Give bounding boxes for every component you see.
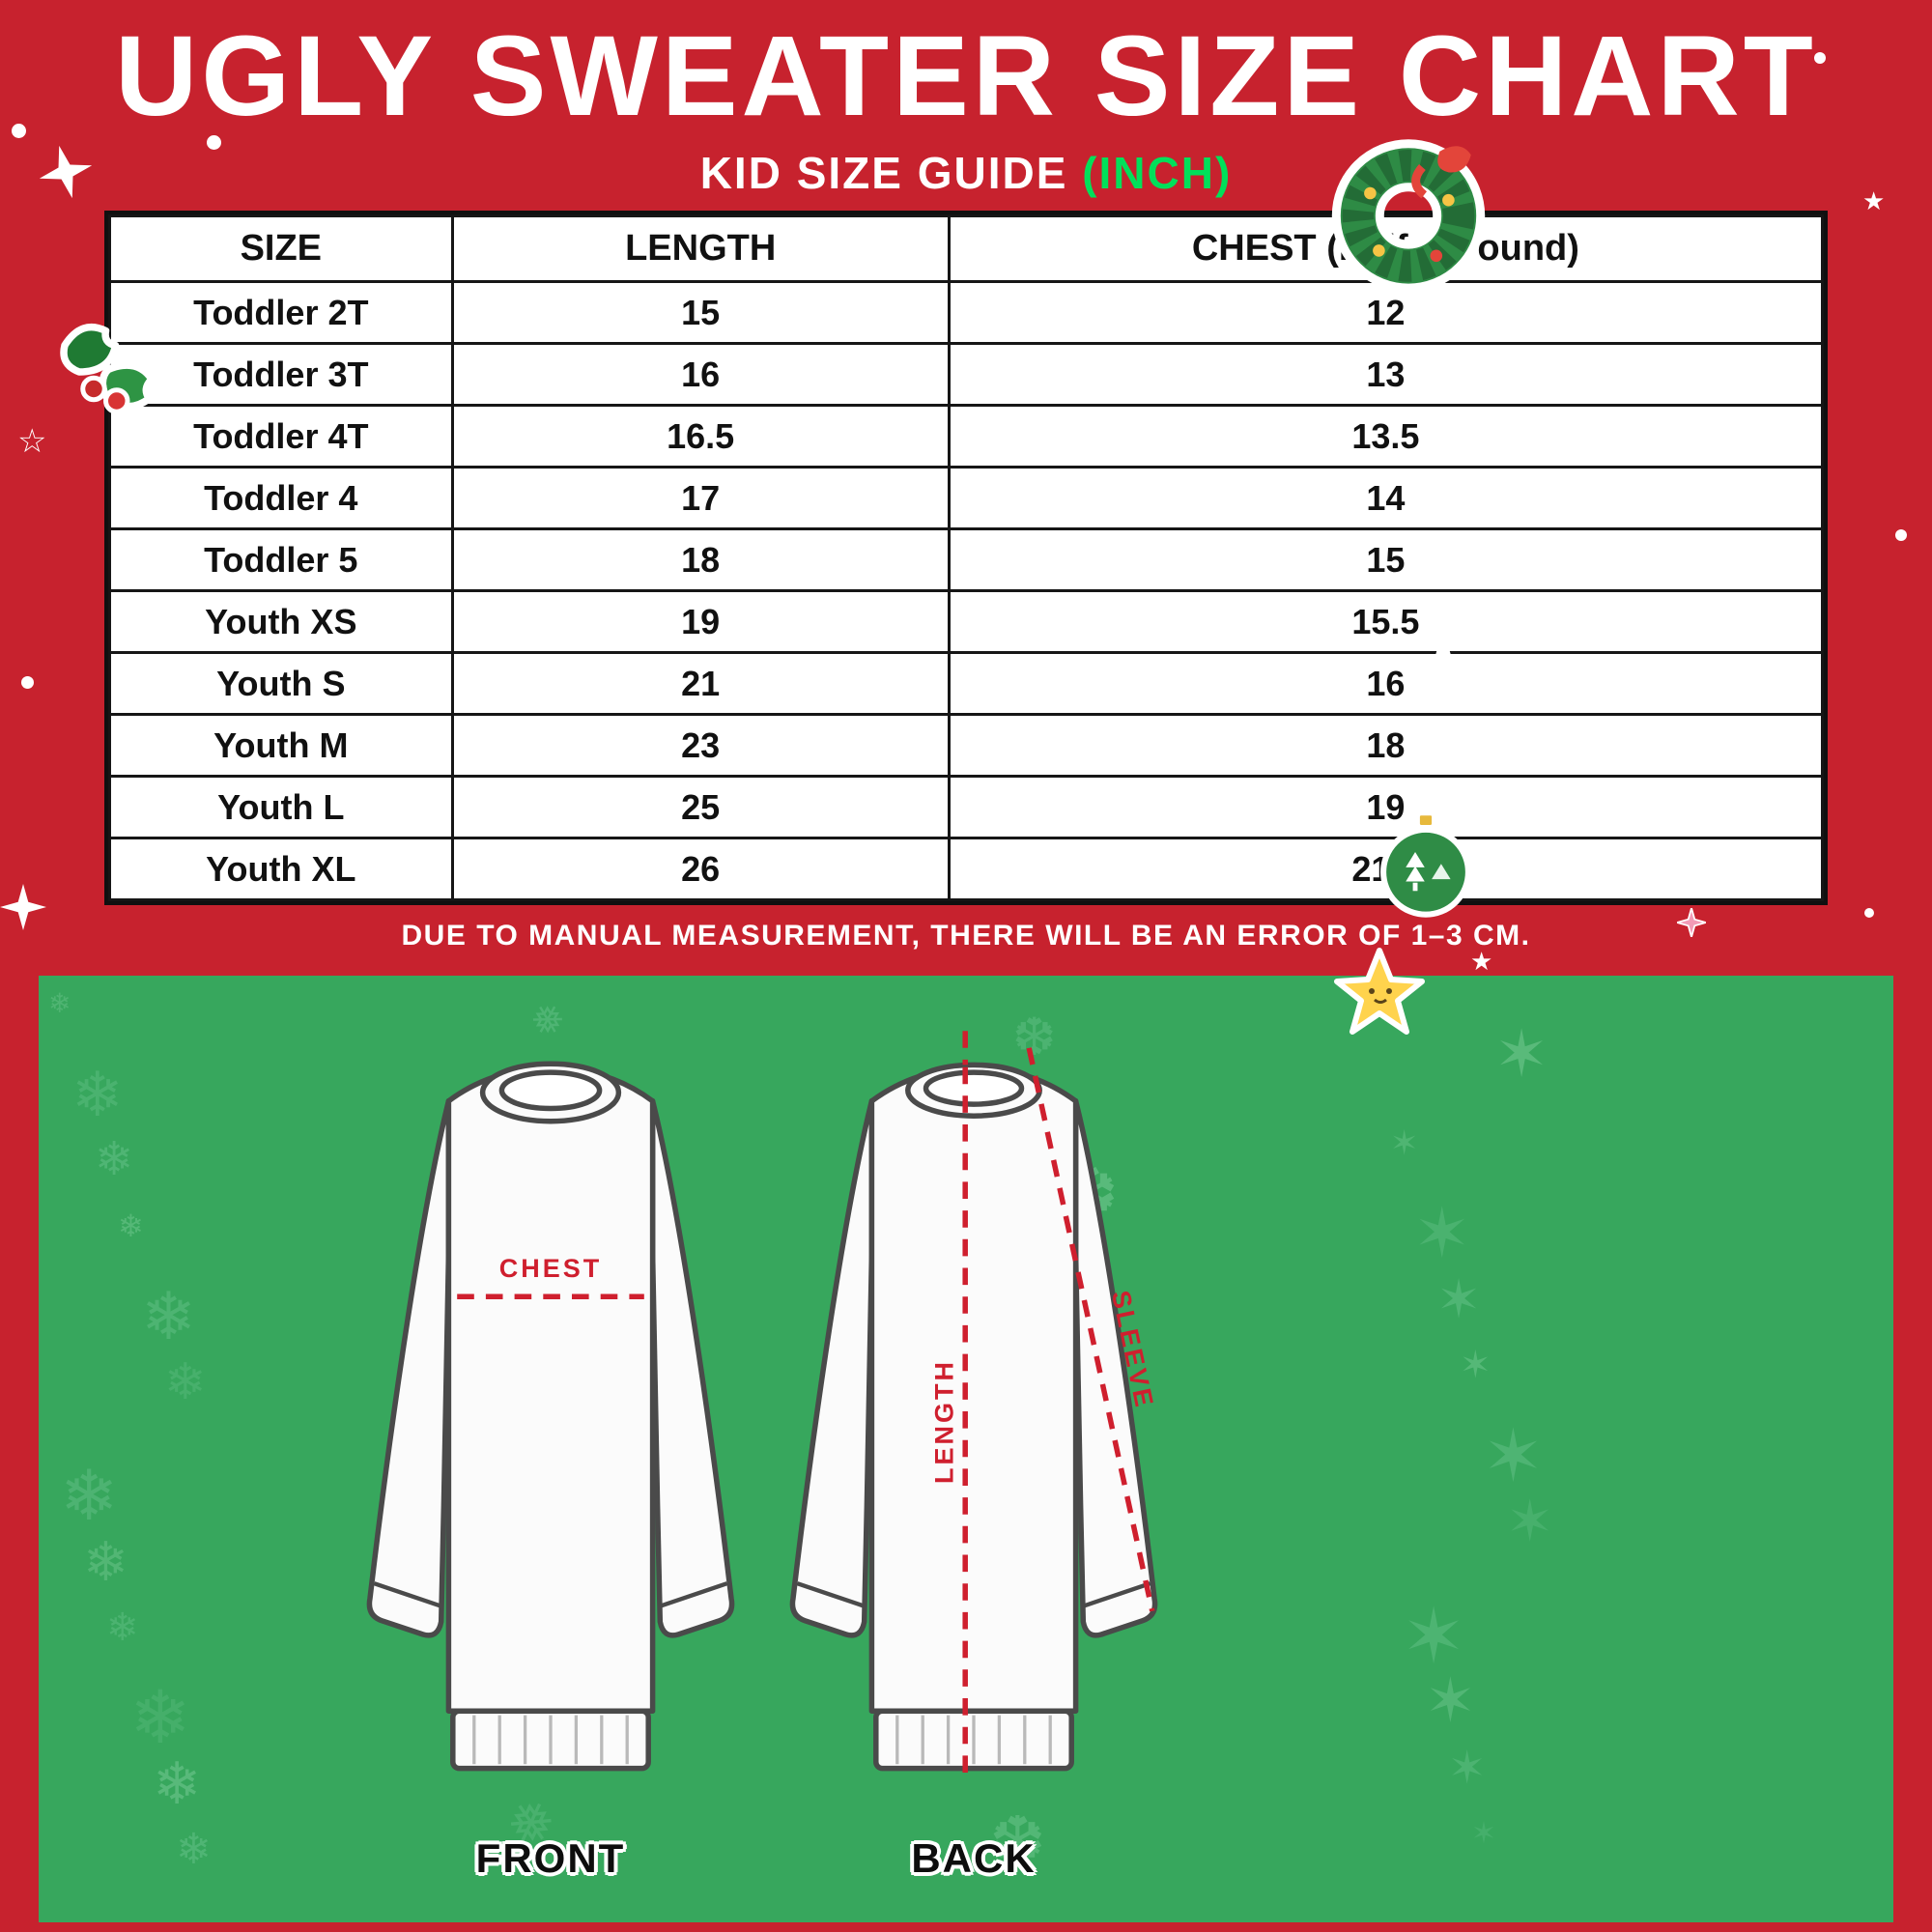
chest-cell: 15.5 <box>947 589 1825 654</box>
snowflake-pattern-icon: ✶ <box>1448 1742 1487 1793</box>
length-cell: 16.5 <box>450 404 951 469</box>
size-cell: Youth M <box>108 713 454 778</box>
page-title: UGLY SWEATER SIZE CHART <box>115 13 1817 140</box>
table-row: Toddler 5 18 15 <box>108 527 1825 592</box>
size-table: SIZE LENGTH CHEST (Half of round) Toddle… <box>108 214 1825 901</box>
chest-cell: 19 <box>947 775 1825 839</box>
table-row: Youth XS 19 15.5 <box>108 589 1825 654</box>
back-left-sleeve <box>789 1098 875 1638</box>
chest-cell: 16 <box>947 651 1825 716</box>
front-left-sleeve <box>366 1098 452 1638</box>
snowflake-pattern-icon: ✶ <box>1402 1593 1466 1679</box>
snowflake-pattern-icon: ❆ <box>1012 1009 1057 1066</box>
snowflake-pattern-icon: ✶ <box>1413 1196 1471 1272</box>
chest-cell: 21.5 <box>947 837 1825 901</box>
back-view-label: BACK <box>911 1835 1037 1881</box>
front-sweater-diagram <box>366 1061 735 1772</box>
snowflake-pattern-icon: ✶ <box>1494 1018 1549 1091</box>
length-cell: 26 <box>450 837 951 901</box>
size-table-body: Toddler 2T 15 12 Toddler 3T 16 13 Toddler 4T 16… <box>108 280 1825 901</box>
diagram-banner: ❄❅❆✶❄❅❆✶❄❅❆✶❄❅❆✶❄❅❆✶❄❅❆✶❄❅❆✶❄❅❆✶❄❅❆✶❄❅❆✶… <box>39 976 1893 1922</box>
front-view-label: FRONT <box>475 1835 626 1881</box>
front-collar-inner <box>498 1069 603 1112</box>
page-subtitle: KID SIZE GUIDE (INCH) <box>0 147 1932 199</box>
dot-decoration <box>21 676 34 689</box>
chest-cell: 12 <box>947 280 1825 345</box>
snowflake-pattern-icon: ✶ <box>1436 1269 1482 1329</box>
back-collar-inner <box>923 1069 1025 1107</box>
size-cell: Youth L <box>108 775 454 839</box>
subtitle-unit: (INCH) <box>1082 148 1233 198</box>
snowflake-pattern-icon: ❆ <box>989 1804 1046 1879</box>
snowflake-pattern-icon: ❄ <box>176 1826 212 1873</box>
table-row: Youth M 23 18 <box>108 713 1825 778</box>
snowflake-pattern-icon: ❄ <box>141 1280 196 1353</box>
snowflake-pattern-icon: ❄ <box>118 1208 144 1243</box>
length-cell: 16 <box>450 342 951 407</box>
size-table-container: SIZE LENGTH CHEST (Half of round) Toddle… <box>104 211 1828 905</box>
size-cell: Toddler 4T <box>108 404 454 469</box>
back-sweater-diagram <box>789 1031 1158 1773</box>
table-row: Youth XL 26 21.5 <box>108 837 1825 901</box>
snowflake-pattern-icon: ❄ <box>95 1134 134 1185</box>
front-body <box>445 1065 656 1714</box>
table-header-row: SIZE LENGTH CHEST (Half of round) <box>108 214 1825 283</box>
length-cell: 25 <box>450 775 951 839</box>
dot-decoration <box>1864 908 1874 918</box>
chest-cell: 18 <box>947 713 1825 778</box>
chest-cell: 13.5 <box>947 404 1825 469</box>
size-cell: Youth XL <box>108 837 454 901</box>
snowflake-pattern-icon: ❄ <box>164 1354 207 1410</box>
size-cell: Toddler 3T <box>108 342 454 407</box>
back-body <box>868 1065 1079 1714</box>
star-outline-icon: ☆ <box>17 423 47 460</box>
measurement-note: DUE TO MANUAL MEASUREMENT, THERE WILL BE… <box>401 920 1531 952</box>
length-cell: 23 <box>450 713 951 778</box>
sleeve-measure-line <box>1026 1047 1155 1612</box>
snowflake-pattern-icon: ✶ <box>1425 1667 1476 1735</box>
front-right-sleeve <box>649 1098 735 1638</box>
chest-measure-label: CHEST <box>498 1254 603 1283</box>
snowflake-pattern-icon: ❄ <box>48 988 71 1018</box>
size-cell: Toddler 4 <box>108 466 454 530</box>
size-cell: Youth S <box>108 651 454 716</box>
column-header-chest: CHEST (Half of round) <box>947 214 1825 283</box>
size-cell: Youth XS <box>108 589 454 654</box>
snowflake-pattern-icon: ✶ <box>1471 1816 1496 1850</box>
back-right-sleeve <box>1072 1098 1158 1638</box>
length-cell: 21 <box>450 651 951 716</box>
chest-cell: 15 <box>947 527 1825 592</box>
length-cell: 17 <box>450 466 951 530</box>
table-row: Toddler 4T 16.5 13.5 <box>108 404 1825 469</box>
column-header-size: SIZE <box>108 214 454 283</box>
snowflake-pattern-icon: ❄ <box>106 1606 139 1649</box>
length-cell: 18 <box>450 527 951 592</box>
length-cell: 19 <box>450 589 951 654</box>
snowflake-pattern-icon: ❄ <box>71 1060 124 1129</box>
subtitle-text: KID SIZE GUIDE <box>699 148 1068 198</box>
snowflake-pattern-icon: ❄ <box>60 1458 119 1535</box>
snowflake-pattern-icon: ✶ <box>1460 1345 1492 1386</box>
dot-decoration <box>1895 529 1907 541</box>
snowflake-pattern-icon: ✶ <box>1506 1490 1554 1553</box>
snowflake-pattern-icon: ✶ <box>1390 1124 1419 1162</box>
table-row: Youth S 21 16 <box>108 651 1825 716</box>
snowflake-pattern-icon: ❄ <box>129 1677 191 1759</box>
snowflake-pattern-icon: ❄ <box>153 1751 202 1816</box>
chest-cell: 14 <box>947 466 1825 530</box>
column-header-length: LENGTH <box>450 214 951 283</box>
table-row: Toddler 4 17 14 <box>108 466 1825 530</box>
size-cell: Toddler 2T <box>108 280 454 345</box>
table-row: Toddler 2T 15 12 <box>108 280 1825 345</box>
size-cell: Toddler 5 <box>108 527 454 592</box>
length-cell: 15 <box>450 280 951 345</box>
length-measure-label: LENGTH <box>929 1359 959 1484</box>
snowflake-pattern-icon: ❄ <box>83 1531 128 1592</box>
chest-cell: 13 <box>947 342 1825 407</box>
table-row: Youth L 25 19 <box>108 775 1825 839</box>
table-row: Toddler 3T 16 13 <box>108 342 1825 407</box>
snowflake-pattern-icon: ✶ <box>1483 1415 1544 1496</box>
